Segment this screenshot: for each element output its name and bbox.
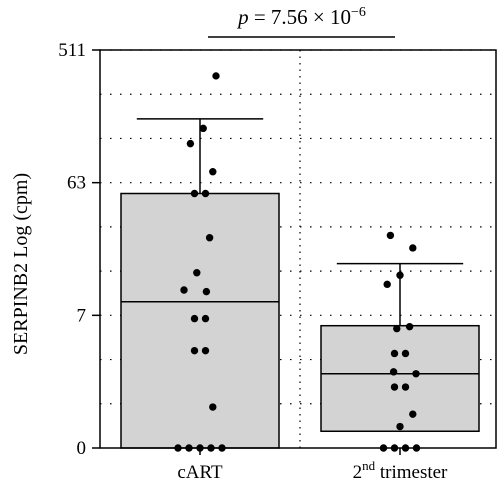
- x-tick-label: cART: [177, 462, 223, 482]
- data-point: [412, 370, 420, 378]
- p-value-text: = 7.56 × 10: [249, 5, 351, 29]
- data-point: [190, 189, 199, 198]
- data-point: [396, 422, 404, 431]
- data-point: [383, 280, 391, 289]
- data-point: [389, 368, 398, 376]
- x-tick-label: 2nd trimester: [353, 458, 448, 482]
- box-layer: [120, 118, 480, 449]
- x-label-main: 2: [353, 462, 363, 482]
- point-layer: [174, 72, 421, 452]
- data-point: [401, 349, 410, 358]
- data-point: [212, 72, 220, 80]
- box-second-trimester: [320, 262, 480, 433]
- data-point: [180, 286, 188, 294]
- p-value-label: p = 7.56 × 10−6: [236, 5, 366, 29]
- data-point: [201, 189, 210, 198]
- plot-frame: [99, 49, 497, 449]
- box-cart: [120, 118, 280, 449]
- p-value-exponent: −6: [351, 5, 366, 20]
- box-body: [120, 192, 280, 449]
- data-point: [201, 314, 210, 323]
- y-tick-label: 63: [67, 173, 86, 194]
- data-point: [190, 314, 199, 323]
- data-point: [409, 244, 417, 252]
- x-label-suffix: trimester: [375, 462, 448, 482]
- y-axis-title: SERPINB2 Log (cpm): [10, 173, 32, 355]
- x-label-main: cART: [177, 462, 223, 482]
- data-point: [409, 410, 417, 418]
- y-tick-label: 511: [58, 40, 86, 61]
- box-body: [320, 324, 480, 433]
- data-point: [186, 139, 195, 148]
- data-point: [190, 346, 199, 355]
- y-tick-label: 7: [77, 305, 87, 326]
- data-point: [390, 383, 399, 391]
- x-label-superscript: nd: [362, 458, 376, 473]
- data-point: [390, 349, 399, 358]
- data-point: [386, 231, 395, 240]
- data-point: [205, 234, 214, 242]
- y-axis: 0 7 63 511: [58, 40, 100, 459]
- data-point: [209, 168, 217, 176]
- data-point: [199, 124, 207, 133]
- y-tick-label: 0: [77, 438, 87, 459]
- data-point: [202, 287, 211, 296]
- data-point: [209, 403, 217, 411]
- x-axis: cART 2nd trimester: [177, 448, 448, 482]
- data-point: [396, 271, 404, 279]
- significance-annotation: p = 7.56 × 10−6: [208, 5, 395, 38]
- data-point: [401, 383, 410, 391]
- data-point: [201, 346, 210, 355]
- data-point: [393, 324, 401, 333]
- data-point: [193, 269, 201, 277]
- p-symbol: p: [236, 5, 249, 29]
- data-point: [405, 322, 414, 331]
